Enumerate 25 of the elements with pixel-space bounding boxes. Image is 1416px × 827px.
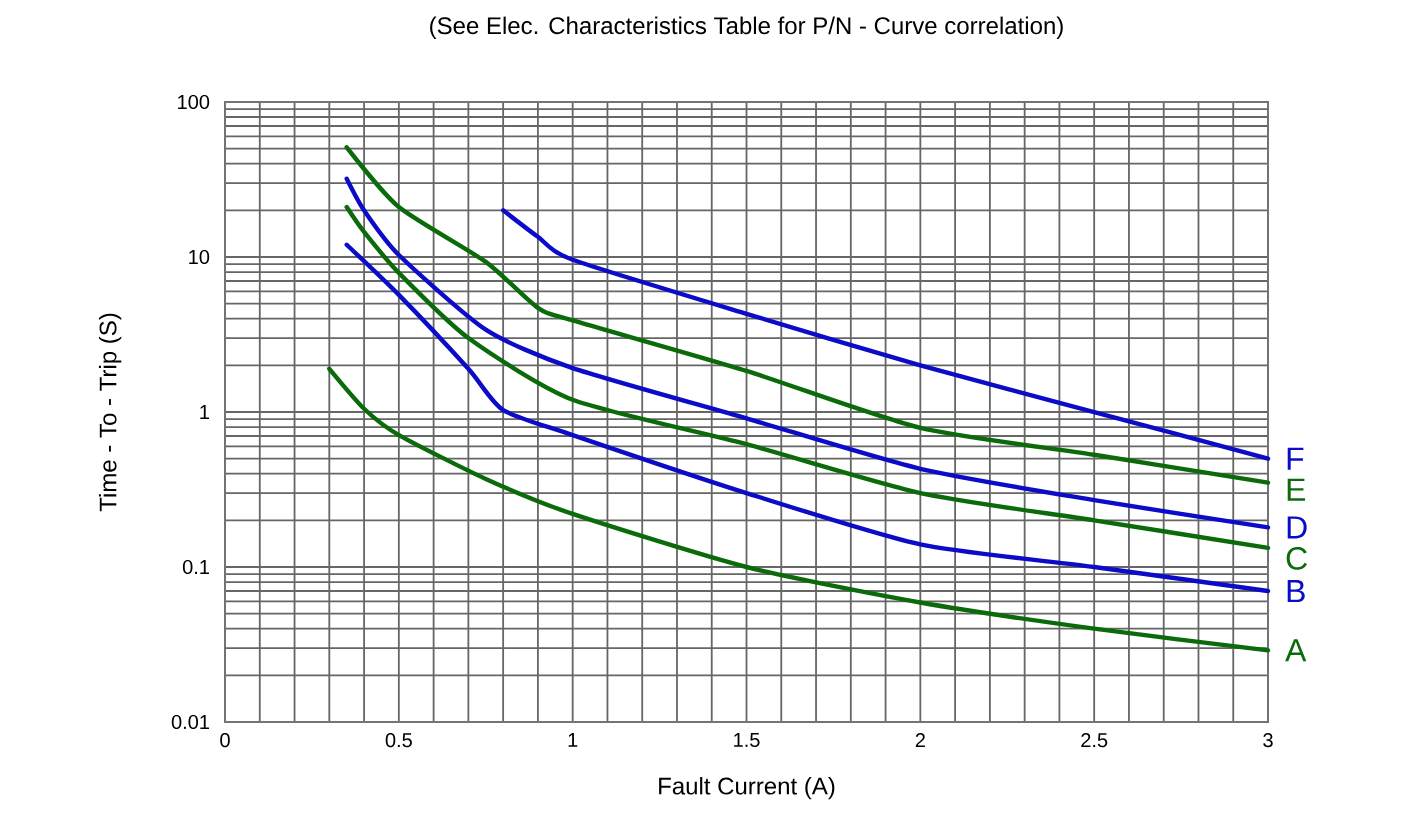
- line-series: [344, 145, 1271, 485]
- line-series: [344, 242, 1271, 594]
- y-tick-label: 0.1: [182, 559, 209, 575]
- y-axis-title: Time - To - Trip (S): [98, 313, 122, 512]
- y-tick-label: 1: [200, 405, 209, 419]
- line-series: [500, 208, 1271, 461]
- x-tick-label: 3: [1263, 733, 1273, 748]
- x-tick-label: 0: [220, 733, 230, 748]
- x-tick-label: 1: [568, 733, 578, 747]
- x-tick-label: 2.5: [1081, 733, 1108, 748]
- x-tick-label: 1.5: [734, 733, 760, 748]
- series-label: A: [1285, 639, 1307, 662]
- x-tick-label: 0.5: [385, 733, 412, 748]
- y-tick-label: 10: [189, 249, 210, 265]
- y-tick-label: 100: [178, 94, 210, 110]
- series-label: B: [1287, 580, 1305, 603]
- series-label: D: [1287, 516, 1307, 539]
- series-label: C: [1286, 547, 1307, 570]
- series-label: F: [1287, 447, 1304, 470]
- series-label: E: [1287, 478, 1306, 501]
- y-tick-label: 0.01: [171, 714, 209, 730]
- x-axis-title: Fault Current (A): [659, 776, 835, 800]
- line-series: [327, 366, 1271, 653]
- chart-title: (See Elec. Characteristics Table for P/N - Curve correlation): [430, 16, 1063, 39]
- x-tick-label: 2: [915, 733, 925, 748]
